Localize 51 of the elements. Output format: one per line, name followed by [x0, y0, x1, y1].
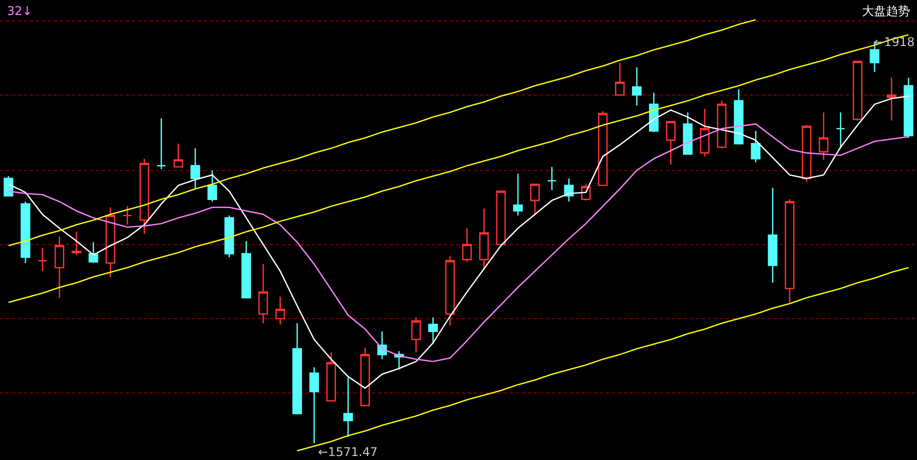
- candlestick: [716, 100, 727, 149]
- candlestick: [784, 198, 794, 304]
- candlestick: [615, 62, 625, 96]
- candlestick: [207, 170, 218, 202]
- candlestick: [802, 124, 812, 183]
- candlestick: [682, 112, 693, 155]
- candlestick: [292, 322, 302, 414]
- candlestick: [666, 121, 676, 166]
- candlestick: [445, 255, 455, 326]
- candlestick: [258, 264, 268, 324]
- candlestick: [496, 190, 506, 248]
- candlestick: [343, 377, 353, 438]
- candlestick: [241, 240, 252, 298]
- annotation: 32↓: [7, 4, 32, 18]
- annotation: 大盘趋势: [862, 4, 910, 18]
- candlestick: [140, 158, 150, 235]
- candlestick: [122, 206, 132, 226]
- candlestick: [768, 187, 778, 284]
- candlestick: [700, 108, 710, 158]
- annotation: ←1571.47: [318, 445, 378, 459]
- candlestick: [462, 228, 472, 263]
- candlestick: [20, 200, 30, 264]
- candlestick: [904, 76, 914, 139]
- candlestick: [54, 236, 64, 298]
- candlestick: [224, 214, 234, 258]
- candlestick: [479, 208, 489, 268]
- candlestick: [632, 66, 642, 106]
- candlestick: [106, 206, 116, 278]
- candlestick: [326, 352, 336, 402]
- candlestick: [360, 346, 370, 406]
- candlestick: [428, 316, 438, 344]
- candlestick: [818, 112, 828, 161]
- candlestick: [411, 316, 421, 353]
- candlestick: [547, 166, 557, 191]
- candlestick: [750, 130, 760, 163]
- candlestick: [4, 175, 14, 196]
- candlestick: [598, 110, 608, 186]
- candlestick: [275, 296, 285, 326]
- candlestick: [513, 173, 523, 216]
- candlestick: [886, 76, 896, 122]
- candlestick: [852, 60, 862, 122]
- candlestick: [190, 148, 200, 190]
- candlestick: [38, 247, 48, 272]
- candlestick: [156, 118, 166, 170]
- candlestick: [88, 242, 98, 264]
- candlestick: [530, 184, 540, 216]
- candlestick: [734, 88, 744, 144]
- candlestick: [174, 143, 184, 168]
- candlestick: [309, 366, 319, 444]
- candlestick: [836, 112, 846, 149]
- candlestick: [72, 231, 82, 256]
